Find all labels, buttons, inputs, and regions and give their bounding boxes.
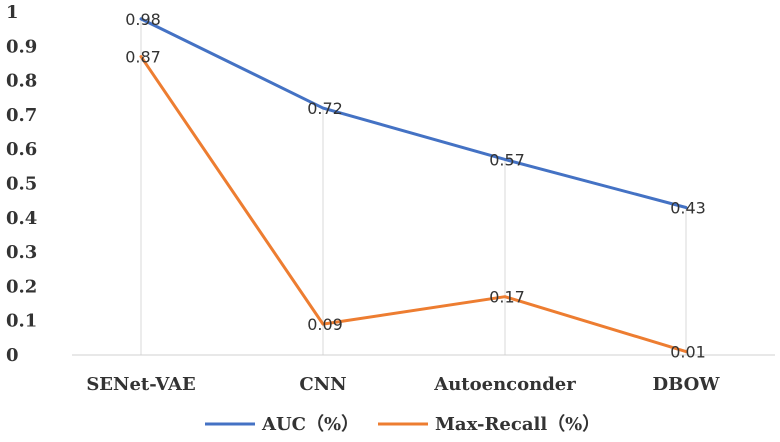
y-tick-label: 0.3 — [6, 242, 37, 263]
series-line — [139, 55, 688, 354]
legend-label: Max-Recall（%） — [435, 414, 600, 435]
y-tick-label: 0.7 — [6, 105, 37, 126]
data-label: 0.09 — [307, 315, 343, 334]
drop-lines — [140, 18, 687, 355]
data-label: 0.01 — [670, 343, 706, 362]
x-tick-label: Autoenconder — [433, 374, 576, 395]
data-label: 0.98 — [125, 10, 161, 29]
y-tick-label: 0 — [6, 345, 19, 366]
x-axis-tick-labels: SENet-VAE CNN Autoenconder DBOW — [86, 374, 720, 395]
series-line — [139, 17, 688, 210]
y-tick-label: 0.2 — [6, 276, 37, 297]
y-tick-label: 0.5 — [6, 174, 37, 195]
y-tick-label: 0.4 — [6, 208, 37, 229]
data-labels: 0.98 0.72 0.57 0.43 0.87 0.09 0.17 0.01 — [125, 10, 706, 362]
y-tick-label: 0.6 — [6, 139, 37, 160]
y-tick-label: 0.8 — [6, 71, 37, 92]
series-lines — [139, 17, 688, 354]
legend: AUC（%） Max-Recall（%） — [205, 414, 600, 435]
y-axis-tick-labels: 0 0.1 0.2 0.3 0.4 0.5 0.6 0.7 0.8 0.9 1 — [6, 2, 37, 366]
data-label: 0.43 — [670, 199, 706, 218]
y-tick-label: 0.1 — [6, 311, 37, 332]
data-label: 0.57 — [489, 150, 525, 169]
legend-label: AUC（%） — [261, 414, 359, 435]
y-tick-label: 0.9 — [6, 36, 37, 57]
x-tick-label: DBOW — [652, 374, 720, 395]
x-tick-label: SENet-VAE — [86, 374, 195, 395]
data-label: 0.17 — [489, 288, 525, 307]
data-label: 0.87 — [125, 48, 161, 67]
y-tick-label: 1 — [6, 2, 19, 23]
x-tick-label: CNN — [299, 374, 346, 395]
data-label: 0.72 — [307, 99, 343, 118]
